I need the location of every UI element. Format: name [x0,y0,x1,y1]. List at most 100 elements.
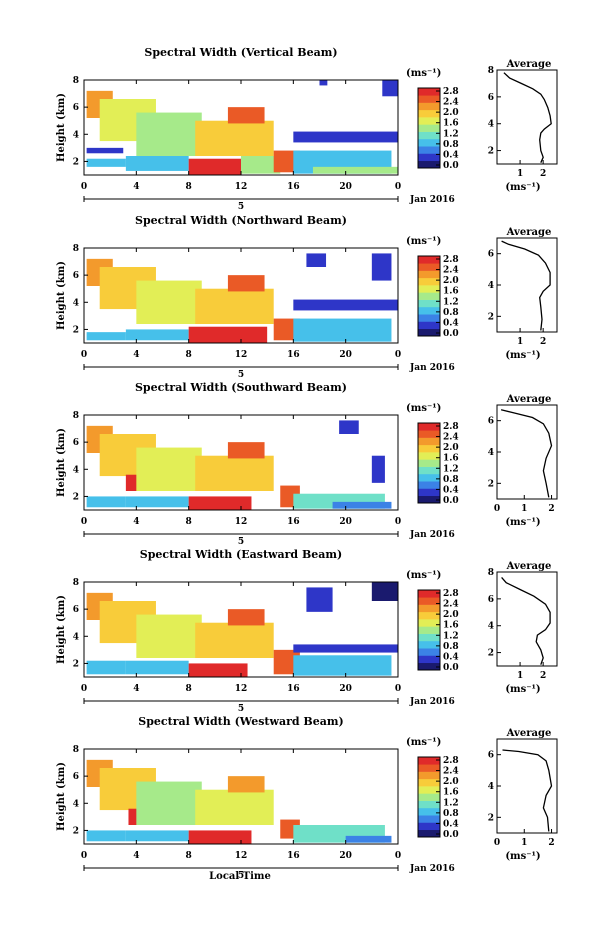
colorbar-segment [418,285,440,293]
y-tick-label: 2 [73,826,79,836]
average-y-tick-label: 2 [488,813,494,823]
heatmap-cell [371,582,398,601]
colorbar-tick-label: 2.8 [443,255,459,265]
heatmap-cell [136,447,202,491]
date-label: Jan 2016 [409,530,455,540]
average-y-tick-label: 2 [488,312,494,322]
x-tick-label: 12 [235,182,248,192]
average-profile-line [500,409,553,498]
y-tick-label: 6 [73,772,79,782]
y-tick-label: 2 [73,659,79,669]
panel-4: Spectral Width (Westward Beam)0 4 8 12 16 20 0… [56,715,558,881]
average-title: Average [506,59,552,70]
x-tick-label: 20 [339,684,352,694]
average-y-tick-label: 8 [488,568,494,578]
heatmap-cell [125,496,189,508]
colorbar-tick-label: 0.8 [443,140,459,150]
average-title: Average [506,561,552,572]
y-tick-label: 4 [73,632,79,642]
average-x-tick-label: 0 [494,504,500,514]
average-x-tick-label: 1 [517,169,523,179]
colorbar-segment [418,757,440,765]
x-tick-label: 4 [133,517,139,527]
heatmap-cell [195,120,274,156]
y-tick-label: 8 [73,411,79,421]
y-axis-label: Height (km) [56,428,67,497]
colorbar-tick-label: 2.8 [443,589,459,599]
average-x-tick-label: 0 [494,838,500,848]
colorbar-tick-label: 1.6 [443,287,459,297]
y-tick-label: 4 [73,799,79,809]
heatmap-cell [227,275,265,292]
colorbar-segment [418,117,440,125]
date-label: Jan 2016 [409,363,455,373]
heatmap-cell [339,420,359,434]
colorbar-segment [418,160,440,169]
colorbar-tick-label: 0.0 [443,663,459,673]
colorbar-segment [418,321,440,330]
panel-1: Spectral Width (Northward Beam)0 4 8 12 16 20… [56,214,558,380]
x-tick-label: 8 [186,851,192,861]
average-frame [496,404,558,500]
x-tick-label: 8 [186,350,192,360]
colorbar-frame [417,422,441,504]
colorbar-segment [418,662,440,671]
colorbar-segment [418,793,440,801]
average-y-tick-label: 4 [488,281,494,291]
average-y-tick-label: 4 [488,622,494,632]
day-label: 5 [238,704,244,714]
panel-title: Spectral Width (Eastward Beam) [140,548,342,561]
average-x-tick-label: 2 [540,671,546,681]
colorbar-unit: (ms⁻¹) [406,68,441,79]
colorbar-segment [418,270,440,279]
colorbar-tick-label: 0.8 [443,642,459,652]
colorbar-tick-label: 2.0 [443,610,459,620]
colorbar-unit: (ms⁻¹) [406,403,441,414]
colorbar-tick-label: 0.8 [443,809,459,819]
average-x-tick-label: 1 [517,337,523,347]
average-title: Average [506,728,552,739]
average-y-tick-label: 2 [488,649,494,659]
colorbar-segment [418,430,440,438]
average-y-tick-label: 2 [488,479,494,489]
colorbar-tick-label: 0.8 [443,475,459,485]
colorbar-segment [418,466,440,475]
average-title: Average [506,227,552,238]
colorbar-segment [418,590,440,598]
heatmap-cell [188,830,252,844]
average-y-tick-label: 6 [488,595,494,605]
colorbar-tick-label: 0.4 [443,150,459,160]
colorbar-tick-label: 2.4 [443,767,459,777]
colorbar-segment [418,778,440,787]
x-tick-label: 4 [133,182,139,192]
x-tick-label: 16 [287,851,300,861]
colorbar-segment [418,481,440,489]
x-tick-label: 0 [395,350,401,360]
panel-title: Spectral Width (Westward Beam) [138,715,343,728]
heatmap-cell [293,299,398,311]
average-profile-line [501,576,551,665]
colorbar-tick-label: 2.4 [443,98,459,108]
x-tick-label: 8 [186,182,192,192]
x-tick-label: 0 [81,182,87,192]
y-tick-label: 6 [73,271,79,281]
colorbar-frame [417,255,441,337]
x-tick-label: 12 [235,851,248,861]
heatmap-cell [86,158,126,167]
colorbar-segment [418,633,440,642]
average-y-tick-label: 6 [488,93,494,103]
y-tick-label: 4 [73,298,79,308]
x-tick-label: 16 [287,517,300,527]
average-x-label: (ms⁻¹) [505,182,540,193]
heatmap-cell [188,326,268,343]
x-tick-label: 20 [339,350,352,360]
heatmap-cell [195,455,274,491]
panel-title: Spectral Width (Southward Beam) [135,381,347,394]
colorbar-tick-label: 2.8 [443,87,459,97]
y-tick-label: 4 [73,130,79,140]
average-x-tick-label: 1 [521,838,527,848]
x-tick-label: 4 [133,851,139,861]
y-tick-label: 2 [73,157,79,167]
x-tick-label: 8 [186,684,192,694]
colorbar-segment [418,256,440,264]
